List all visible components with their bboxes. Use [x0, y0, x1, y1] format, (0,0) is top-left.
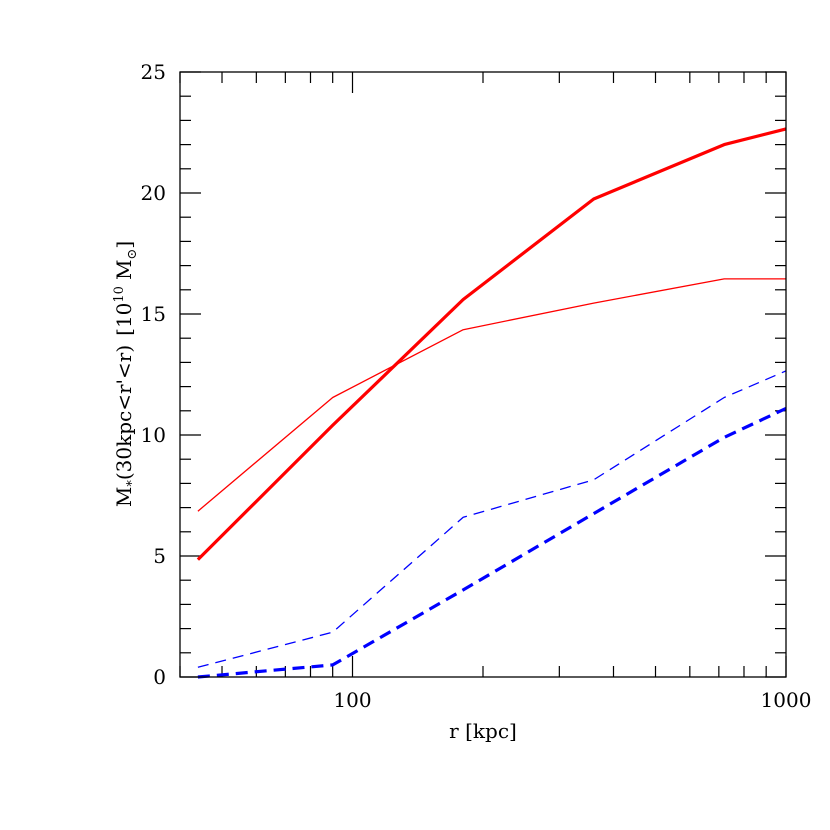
y-label-condition: (30kpc<r'<r): [112, 345, 136, 480]
x-tick-label: 1000: [761, 688, 812, 712]
y-tick-label: 15: [141, 302, 166, 326]
y-tick-label: 5: [153, 544, 166, 568]
x-axis-label: r [kpc]: [449, 719, 517, 743]
y-label-unit-sub: ⊙: [125, 249, 140, 260]
y-label-unit-close: ]: [112, 241, 136, 249]
series-line-2: [197, 278, 786, 512]
series-line-3: [197, 370, 787, 668]
y-label-sub: *: [125, 480, 140, 487]
tick-labels: 100 1000 0 5 10 15 20 25: [141, 60, 812, 712]
series-line-1: [196, 127, 787, 561]
y-tick-label: 10: [141, 423, 166, 447]
y-axis-label: M*(30kpc<r'<r)[1010M⊙]: [112, 241, 140, 507]
y-tick-label: 0: [153, 665, 166, 689]
y-tick-label: 20: [141, 181, 166, 205]
x-tick-label: 100: [333, 688, 371, 712]
y-label-unit-open: [10: [112, 303, 136, 336]
y-tick-label: 25: [141, 60, 166, 84]
series-group: [196, 127, 787, 679]
y-label-main: M: [112, 487, 136, 507]
y-label-unit-exp: 10: [112, 286, 127, 303]
axis-ticks: [179, 71, 787, 678]
y-label-unit-m: M: [112, 260, 136, 280]
series-line-4: [197, 406, 787, 679]
plot-frame: [179, 71, 787, 678]
